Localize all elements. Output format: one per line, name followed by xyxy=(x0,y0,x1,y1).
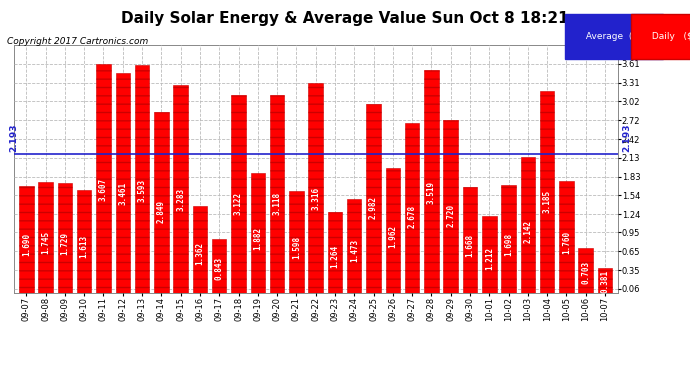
Text: Daily   ($): Daily ($) xyxy=(649,32,690,41)
Bar xyxy=(289,191,304,292)
Bar xyxy=(521,157,535,292)
Bar xyxy=(97,64,110,292)
Text: 3.461: 3.461 xyxy=(118,182,127,206)
Bar xyxy=(540,91,554,292)
Bar xyxy=(135,65,149,292)
Text: Daily Solar Energy & Average Value Sun Oct 8 18:21: Daily Solar Energy & Average Value Sun O… xyxy=(121,11,569,26)
Text: Average  ($): Average ($) xyxy=(583,32,644,41)
Bar xyxy=(231,95,246,292)
Bar xyxy=(347,199,362,292)
Text: 3.519: 3.519 xyxy=(427,181,436,204)
Bar xyxy=(193,206,207,292)
Text: 1.882: 1.882 xyxy=(253,227,262,251)
Bar xyxy=(559,181,573,292)
Bar xyxy=(212,239,226,292)
Bar xyxy=(386,168,400,292)
Bar xyxy=(19,186,34,292)
Bar xyxy=(578,248,593,292)
Text: 2.720: 2.720 xyxy=(446,204,455,226)
Text: 1.729: 1.729 xyxy=(61,232,70,255)
Text: 1.613: 1.613 xyxy=(80,235,89,258)
Text: 0.381: 0.381 xyxy=(600,270,609,293)
Text: 1.690: 1.690 xyxy=(22,233,31,256)
Bar xyxy=(154,112,168,292)
Bar xyxy=(444,120,458,292)
Bar xyxy=(502,185,516,292)
Bar xyxy=(173,85,188,292)
Text: 3.607: 3.607 xyxy=(99,178,108,201)
Text: 1.760: 1.760 xyxy=(562,231,571,254)
Text: 2.849: 2.849 xyxy=(157,200,166,223)
Text: 0.843: 0.843 xyxy=(215,257,224,280)
Text: 2.982: 2.982 xyxy=(369,196,378,219)
Text: 1.212: 1.212 xyxy=(485,246,494,270)
Bar xyxy=(328,213,342,292)
Text: 2.142: 2.142 xyxy=(523,220,533,243)
Text: 1.473: 1.473 xyxy=(350,239,359,262)
Text: 2.193: 2.193 xyxy=(9,124,18,152)
Text: 1.362: 1.362 xyxy=(195,242,204,265)
Text: 2.193: 2.193 xyxy=(622,124,631,152)
Text: 3.122: 3.122 xyxy=(234,192,243,215)
Text: 1.698: 1.698 xyxy=(504,232,513,256)
Bar xyxy=(366,104,381,292)
Bar xyxy=(482,216,497,292)
Bar xyxy=(270,95,284,292)
Text: 3.185: 3.185 xyxy=(542,190,551,213)
Text: 3.593: 3.593 xyxy=(137,178,146,202)
Text: 1.264: 1.264 xyxy=(331,245,339,268)
Text: 3.118: 3.118 xyxy=(273,192,282,215)
Text: 3.316: 3.316 xyxy=(311,186,320,210)
Bar xyxy=(115,74,130,292)
Bar xyxy=(77,190,92,292)
Bar xyxy=(58,183,72,292)
Text: Copyright 2017 Cartronics.com: Copyright 2017 Cartronics.com xyxy=(7,38,148,46)
Bar xyxy=(598,268,612,292)
Text: 2.678: 2.678 xyxy=(408,205,417,228)
Text: 1.745: 1.745 xyxy=(41,231,50,254)
Text: 0.703: 0.703 xyxy=(581,261,590,284)
Text: 3.283: 3.283 xyxy=(176,188,185,210)
Bar xyxy=(250,173,265,292)
Bar xyxy=(405,123,420,292)
Text: 1.962: 1.962 xyxy=(388,225,397,248)
Bar xyxy=(39,182,53,292)
Bar xyxy=(424,70,439,292)
Bar xyxy=(308,82,323,292)
Text: 1.598: 1.598 xyxy=(292,236,301,258)
Bar xyxy=(463,187,477,292)
Text: 1.668: 1.668 xyxy=(466,233,475,256)
